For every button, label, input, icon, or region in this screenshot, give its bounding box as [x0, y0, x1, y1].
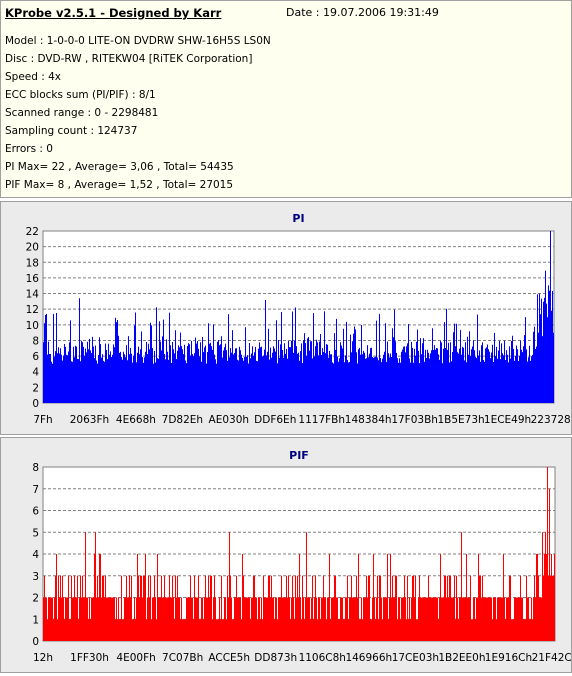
- pi-y-tick-label: 10: [26, 320, 39, 332]
- pi-chart-panel: PI 0 2 4 6 8 10 12 14 16 18 20 22 7Fh 2063Fh 4E668h 7D82…: [0, 201, 572, 435]
- pi-x-tick-label: 1B5E73h: [437, 414, 484, 426]
- model-line: Model : 1-0-0-0 LITE-ON DVDRW SHW-16H5S …: [5, 35, 271, 47]
- pif-y-tick-label: 3: [32, 571, 39, 583]
- pi-bar-series: [43, 231, 554, 403]
- info-panel: KProbe v2.5.1 - Designed by Karr Date : …: [0, 0, 572, 198]
- disc-line: Disc : DVD-RW , RITEKW04 [RiTEK Corporat…: [5, 53, 253, 65]
- pi-x-tick-label: DDF6Eh: [254, 414, 296, 426]
- pif-chart-title: PIF: [289, 449, 309, 462]
- app-title: KProbe v2.5.1 - Designed by Karr: [5, 6, 222, 20]
- pif-y-tick-label: 1: [32, 614, 39, 626]
- pif-bar-series: [43, 467, 555, 641]
- pi-y-tick-label: 2: [32, 382, 39, 394]
- pif-y-tick-label: 0: [32, 636, 39, 648]
- pif-x-tick-label: 4E00Fh: [116, 652, 155, 664]
- pi-y-tick-label: 18: [26, 257, 39, 269]
- pi-summary-line: PI Max= 22 , Average= 3,06 , Total= 5443…: [5, 161, 234, 173]
- pif-chart: PIF 0 1 2 3 4 5 6 7 8 12h 1FF30h 4E00Fh 7C07Bh ACCE5h D…: [32, 449, 572, 664]
- pi-chart: PI 0 2 4 6 8 10 12 14 16 18 20 22 7Fh 2063Fh 4E668h 7D82…: [26, 212, 572, 426]
- pi-x-tick-label: 223728h: [531, 414, 571, 426]
- pif-x-tick-label: 1106C8h: [299, 652, 346, 664]
- pif-y-tick-label: 5: [32, 527, 39, 539]
- pi-x-tick-label: 1ECE49h: [484, 414, 531, 426]
- pif-x-tick-label: 21F42Ch: [532, 652, 571, 664]
- pi-y-tick-label: 4: [32, 367, 39, 379]
- pi-y-tick-label: 8: [32, 335, 39, 347]
- pif-x-tick-label: 1E916Ch: [485, 652, 532, 664]
- pi-y-tick-label: 12: [26, 304, 39, 316]
- pi-y-tick-label: 0: [32, 398, 39, 410]
- pi-x-tick-label: AE030h: [209, 414, 250, 426]
- pi-x-tick-label: 7D82Eh: [162, 414, 203, 426]
- pif-y-tick-label: 2: [32, 593, 39, 605]
- pi-chart-title: PI: [292, 212, 304, 225]
- pi-y-tick-label: 6: [32, 351, 39, 363]
- pif-chart-panel: PIF 0 1 2 3 4 5 6 7 8 12h 1FF30h 4E00Fh 7C07Bh ACCE5h D…: [0, 437, 572, 673]
- pif-y-tick-label: 4: [32, 549, 39, 561]
- errors-line: Errors : 0: [5, 143, 53, 155]
- ecc-line: ECC blocks sum (PI/PIF) : 8/1: [5, 89, 156, 101]
- range-line: Scanned range : 0 - 2298481: [5, 107, 159, 119]
- pi-x-tick-label: 1117FBh: [298, 414, 345, 426]
- pi-x-tick-label: 17F03Bh: [391, 414, 438, 426]
- pif-x-tick-label: ACCE5h: [208, 652, 250, 664]
- pif-x-tick-label: 12h: [33, 652, 53, 664]
- pif-bars: [43, 467, 555, 641]
- pif-x-tick-label: 7C07Bh: [162, 652, 203, 664]
- pif-x-tick-label: 1FF30h: [70, 652, 109, 664]
- sampling-line: Sampling count : 124737: [5, 125, 138, 137]
- pi-x-tick-label: 4E668h: [116, 414, 156, 426]
- pif-x-tick-label: 146966h: [345, 652, 392, 664]
- pi-y-tick-label: 22: [26, 226, 39, 238]
- pi-y-tick-label: 20: [26, 242, 39, 254]
- pif-x-tick-label: 1B2EE0h: [438, 652, 485, 664]
- pi-x-tick-label: 148384h: [345, 414, 392, 426]
- speed-line: Speed : 4x: [5, 71, 62, 83]
- pi-y-tick-label: 16: [26, 273, 40, 285]
- pif-y-tick-label: 8: [32, 462, 39, 474]
- pif-y-tick-label: 7: [32, 484, 39, 496]
- pif-y-tick-label: 6: [32, 506, 39, 518]
- pi-y-tick-label: 14: [26, 289, 40, 301]
- pi-x-tick-label: 2063Fh: [70, 414, 109, 426]
- pif-x-tick-label: 17CE03h: [392, 652, 439, 664]
- pif-summary-line: PIF Max= 8 , Average= 1,52 , Total= 2701…: [5, 179, 234, 191]
- pif-x-tick-label: DD873h: [254, 652, 297, 664]
- scan-date: Date : 19.07.2006 19:31:49: [286, 6, 439, 19]
- pi-x-tick-label: 7Fh: [33, 414, 52, 426]
- pi-bars: [43, 231, 554, 403]
